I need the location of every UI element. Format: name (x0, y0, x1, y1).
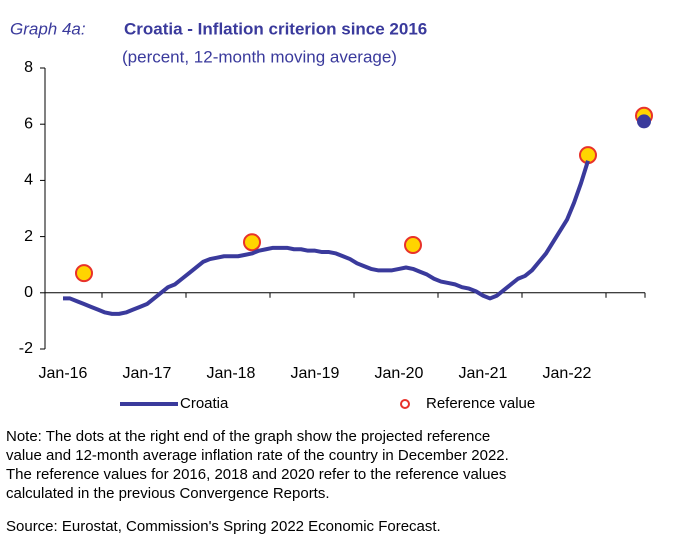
title-prefix: Graph 4a: (10, 19, 86, 38)
series-line (63, 160, 590, 316)
y-tick-label: 8 (24, 59, 33, 76)
reference-dot (404, 236, 422, 255)
source: Source: Eurostat, Commission's Spring 20… (6, 518, 441, 535)
y-tick-label: 6 (24, 115, 33, 132)
note-line: The reference values for 2016, 2018 and … (6, 466, 506, 483)
legend-label: Reference value (426, 395, 535, 412)
subtitle: (percent, 12-month moving average) (122, 47, 397, 66)
note-line: calculated in the previous Convergence R… (6, 485, 330, 502)
x-tick-label: Jan-16 (39, 365, 88, 382)
reference-dot (579, 146, 597, 165)
chart-title: Croatia - Inflation criterion since 2016 (124, 19, 427, 38)
y-tick-label: 4 (24, 172, 33, 189)
reference-dot (75, 264, 93, 283)
x-tick-label: Jan-22 (543, 365, 592, 382)
legend-label: Croatia (180, 395, 229, 412)
x-tick-label: Jan-17 (123, 365, 172, 382)
legend-marker (400, 399, 410, 409)
projection-dot (637, 114, 651, 129)
x-tick-label: Jan-21 (459, 365, 508, 382)
y-tick-label: 2 (24, 228, 33, 245)
y-tick-label: 0 (24, 284, 33, 301)
note-line: value and 12-month average inflation rat… (6, 447, 509, 464)
x-tick-label: Jan-19 (291, 365, 340, 382)
y-tick-label: -2 (19, 340, 33, 357)
note-line: Note: The dots at the right end of the g… (6, 428, 490, 445)
x-tick-label: Jan-18 (207, 365, 256, 382)
x-tick-label: Jan-20 (375, 365, 424, 382)
reference-dot (243, 233, 261, 252)
